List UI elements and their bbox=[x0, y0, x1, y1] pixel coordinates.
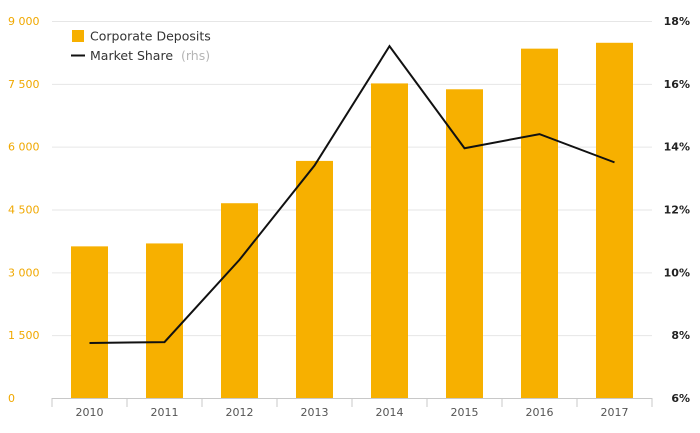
market-share-line bbox=[89, 44, 615, 345]
bar-2013 bbox=[296, 160, 333, 398]
legend-swatch-corporate-deposits bbox=[72, 30, 84, 42]
legend-label-corporate-deposits: Corporate Deposits bbox=[90, 29, 211, 44]
y-right-tick-label: 16% bbox=[664, 78, 690, 91]
bar-series-corporate-deposits bbox=[71, 42, 633, 399]
legend: Corporate Deposits Market Share (rhs) bbox=[71, 29, 211, 63]
y-left-tick-label: 9 000 bbox=[8, 15, 40, 28]
y-right-tick-label: 18% bbox=[664, 15, 690, 28]
x-tick-label: 2014 bbox=[376, 406, 404, 419]
y-left-tick-label: 3 000 bbox=[8, 266, 40, 279]
axes: 0 1 500 3 000 4 500 6 000 7 500 9 000 6% 8% 10% 12… bbox=[8, 15, 690, 419]
bar-2017 bbox=[596, 42, 633, 398]
y-right-tick-label: 6% bbox=[671, 392, 690, 405]
x-tick-label: 2012 bbox=[226, 406, 254, 419]
x-tick-label: 2017 bbox=[601, 406, 629, 419]
y-left-tick-label: 1 500 bbox=[8, 329, 40, 342]
legend-label-market-share: Market Share bbox=[90, 48, 173, 63]
bar-2015 bbox=[446, 89, 483, 398]
bar-2014 bbox=[371, 83, 408, 399]
svg-text:Market Share (rhs): Market Share (rhs) bbox=[90, 48, 210, 63]
bar-2010 bbox=[71, 246, 108, 398]
x-tick-label: 2011 bbox=[151, 406, 179, 419]
y-left-tick-label: 0 bbox=[8, 392, 15, 405]
x-tick-label: 2013 bbox=[301, 406, 329, 419]
y-right-tick-label: 8% bbox=[671, 329, 690, 342]
y-right-tick-label: 14% bbox=[664, 141, 690, 154]
bar-2011 bbox=[146, 243, 183, 398]
line-series-market-share bbox=[89, 44, 615, 345]
y-right-tick-label: 10% bbox=[664, 266, 690, 279]
x-tick-label: 2015 bbox=[451, 406, 479, 419]
x-tick-label: 2016 bbox=[526, 406, 554, 419]
legend-label-rhs-suffix: (rhs) bbox=[181, 48, 210, 63]
y-left-tick-label: 7 500 bbox=[8, 78, 40, 91]
y-left-tick-label: 6 000 bbox=[8, 141, 40, 154]
gridlines bbox=[52, 21, 652, 337]
bar-2016 bbox=[521, 48, 558, 398]
x-tick-label: 2010 bbox=[76, 406, 104, 419]
bar-2012 bbox=[221, 203, 258, 398]
y-right-tick-label: 12% bbox=[664, 204, 690, 217]
y-left-tick-label: 4 500 bbox=[8, 204, 40, 217]
